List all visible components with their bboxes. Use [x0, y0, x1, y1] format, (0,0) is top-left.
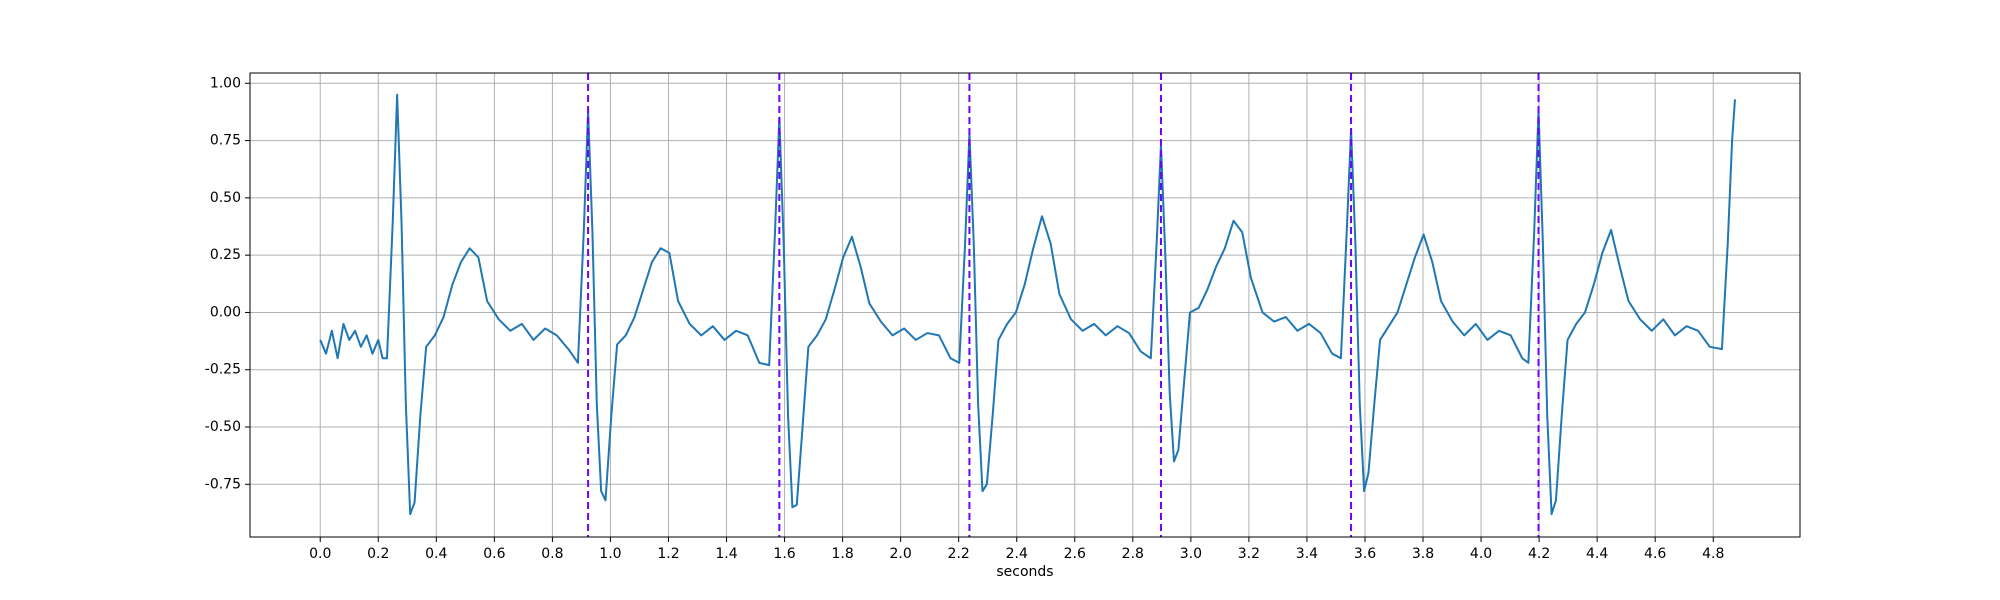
x-tick-label: 1.2 [657, 546, 679, 562]
y-tick-label: 0.25 [210, 247, 241, 263]
x-tick-label: 4.4 [1586, 546, 1608, 562]
x-tick-label: 0.8 [541, 546, 563, 562]
x-tick-label: 1.0 [599, 546, 621, 562]
x-tick-label: 1.4 [715, 546, 737, 562]
x-tick-label: 2.0 [890, 546, 912, 562]
plot-frame [249, 72, 1801, 538]
x-tick-label: 0.0 [309, 546, 331, 562]
ecg-line [319, 93, 1736, 516]
x-tick-label: 0.6 [483, 546, 505, 562]
x-tick-label: 3.2 [1238, 546, 1260, 562]
x-tick-label: 0.4 [425, 546, 447, 562]
x-tick-label: 2.4 [1006, 546, 1028, 562]
y-tick-label: -0.75 [205, 476, 241, 492]
y-tick-label: 0.50 [210, 190, 241, 206]
x-tick-label: 0.2 [367, 546, 389, 562]
y-tick-label: 0.00 [210, 304, 241, 320]
x-tick-label: 4.6 [1644, 546, 1666, 562]
x-tick-label: 3.4 [1296, 546, 1318, 562]
y-tick-label: 0.75 [210, 133, 241, 149]
x-axis-label: seconds [996, 564, 1053, 580]
x-tick-label: 4.0 [1470, 546, 1492, 562]
x-tick-label: 1.6 [773, 546, 795, 562]
y-tick-label: -0.25 [205, 362, 241, 378]
x-tick-label: 4.2 [1528, 546, 1550, 562]
y-tick-label: -0.50 [205, 419, 241, 435]
x-tick-label: 3.0 [1180, 546, 1202, 562]
x-tick-label: 1.8 [831, 546, 853, 562]
y-tick-label: 1.00 [210, 75, 241, 91]
x-tick-label: 2.2 [948, 546, 970, 562]
x-tick-label: 3.6 [1354, 546, 1376, 562]
x-tick-label: 3.8 [1412, 546, 1434, 562]
x-tick-label: 2.6 [1064, 546, 1086, 562]
x-tick-label: 2.8 [1122, 546, 1144, 562]
x-tick-label: 4.8 [1702, 546, 1724, 562]
